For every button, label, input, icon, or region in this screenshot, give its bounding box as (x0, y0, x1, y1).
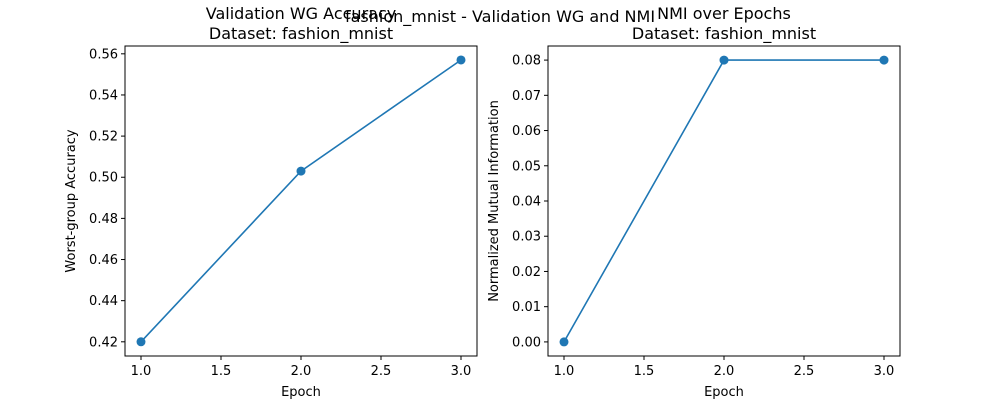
left-plot-x-ticks: 1.0 1.5 2.0 2.5 3.0 (131, 356, 472, 379)
left-plot-data-point (456, 55, 466, 65)
right-plot-y-tick-label: 0.02 (512, 265, 541, 280)
right-plot-data-point (879, 55, 889, 65)
left-plot-x-tick-label: 1.0 (131, 364, 152, 379)
right-plot-y-tick-label: 0.07 (512, 89, 541, 104)
right-plot-x-label: Epoch (704, 385, 744, 400)
left-plot-data-point (296, 166, 306, 176)
left-plot-y-tick-label: 0.54 (89, 88, 118, 103)
right-plot-axes: 1.0 1.5 2.0 2.5 3.0 0.00 0.01 0.02 0.03 0.04 0.05… (487, 45, 901, 400)
left-plot-title-line2: Dataset: fashion_mnist (209, 24, 393, 44)
right-plot-y-tick-label: 0.05 (512, 159, 541, 174)
right-plot-x-tick-label: 2.5 (794, 364, 815, 379)
left-plot-data-point (136, 337, 146, 347)
left-plot-y-tick-label: 0.56 (89, 47, 118, 62)
right-plot-series (559, 55, 889, 347)
right-plot-x-tick-label: 3.0 (874, 364, 895, 379)
left-plot-series (136, 55, 466, 347)
right-plot-y-tick-label: 0.06 (512, 124, 541, 139)
left-plot-y-tick-label: 0.42 (89, 335, 118, 350)
left-plot-y-tick-label: 0.50 (89, 171, 118, 186)
left-plot-axes: 1.0 1.5 2.0 2.5 3.0 0.42 0.44 0.46 0.48 0.50 0.52… (64, 45, 478, 400)
left-plot-x-tick-label: 2.5 (371, 364, 392, 379)
left-plot-y-tick-label: 0.48 (89, 212, 118, 227)
left-plot-y-label: Worst-group Accuracy (64, 129, 79, 272)
left-plot-y-tick-label: 0.44 (89, 294, 118, 309)
right-plot-y-ticks: 0.00 0.01 0.02 0.03 0.04 0.05 0.06 0.07 0.08 (512, 54, 548, 350)
left-plot-x-tick-label: 1.5 (211, 364, 232, 379)
left-plot-y-tick-label: 0.46 (89, 253, 118, 268)
right-plot-data-point (559, 337, 569, 347)
right-plot-title-line1: NMI over Epochs (657, 4, 791, 23)
right-plot-y-tick-label: 0.04 (512, 195, 541, 210)
right-plot-title-line2: Dataset: fashion_mnist (632, 24, 816, 44)
right-plot-y-tick-label: 0.00 (512, 335, 541, 350)
left-plot-x-tick-label: 3.0 (451, 364, 472, 379)
right-plot-x-tick-label: 1.0 (554, 364, 575, 379)
right-plot-y-tick-label: 0.01 (512, 300, 541, 315)
right-plot-y-label: Normalized Mutual Information (487, 100, 502, 302)
left-plot-title-line1: Validation WG Accuracy (206, 4, 396, 23)
left-plot-y-ticks: 0.42 0.44 0.46 0.48 0.50 0.52 0.54 0.56 (89, 47, 125, 350)
left-plot-x-tick-label: 2.0 (291, 364, 312, 379)
figure-suptitle: fashion_mnist - Validation WG and NMI (345, 7, 655, 27)
right-plot-x-tick-label: 1.5 (634, 364, 655, 379)
right-plot-x-ticks: 1.0 1.5 2.0 2.5 3.0 (554, 356, 895, 379)
right-plot-x-tick-label: 2.0 (714, 364, 735, 379)
left-plot-y-tick-label: 0.52 (89, 130, 118, 145)
right-plot-y-tick-label: 0.03 (512, 230, 541, 245)
right-plot-y-tick-label: 0.08 (512, 54, 541, 69)
right-plot-data-point (719, 55, 729, 65)
left-plot-x-label: Epoch (281, 385, 321, 400)
